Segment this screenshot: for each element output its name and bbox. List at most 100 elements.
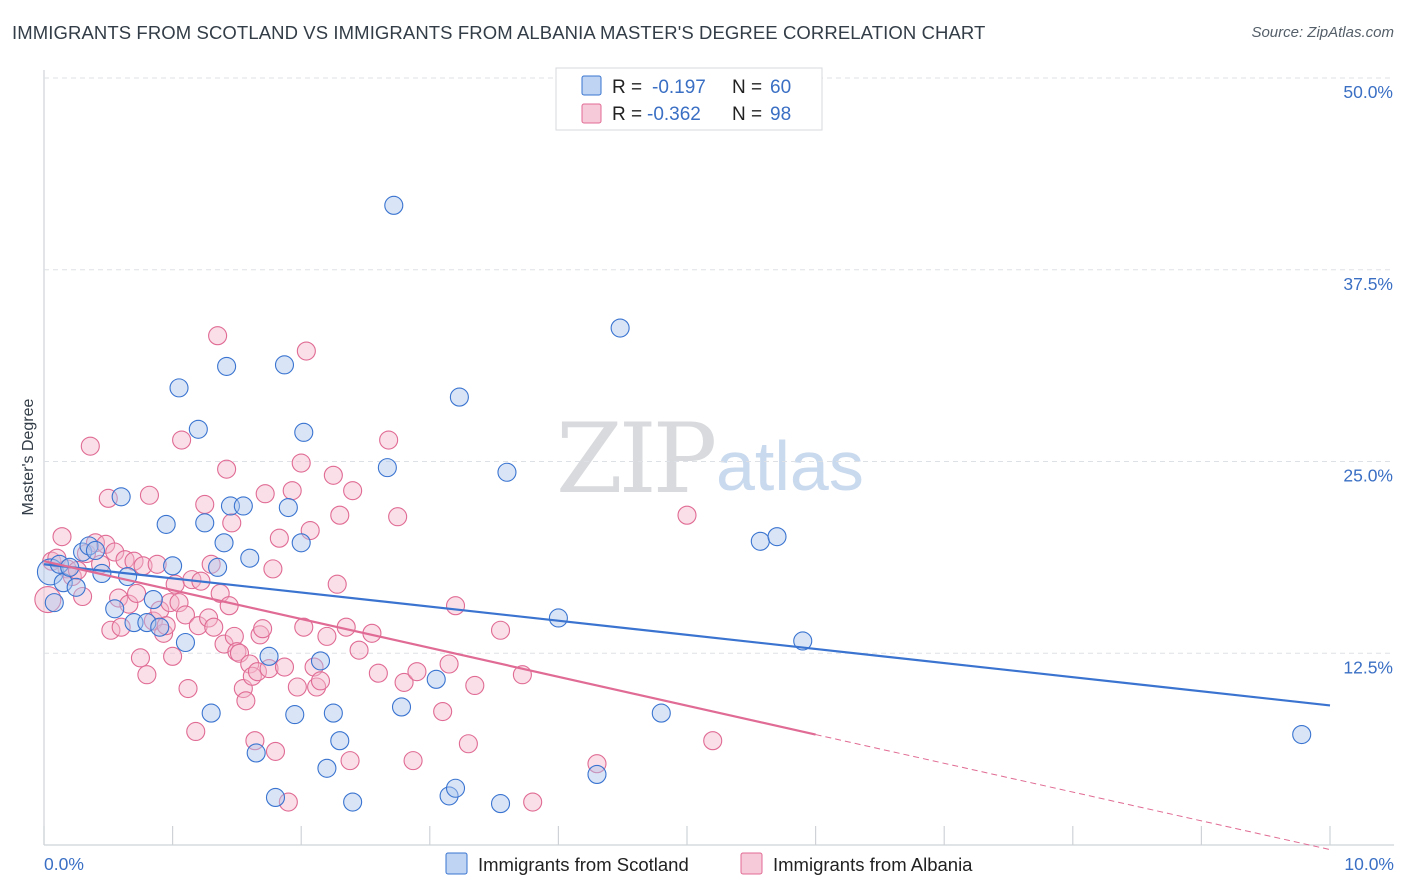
y-tick-label: 50.0% — [1343, 82, 1393, 102]
albania-point — [379, 430, 399, 450]
scotland-point — [163, 556, 183, 576]
scotland-point — [195, 513, 215, 533]
scotland-point — [240, 548, 260, 568]
scotland-point — [188, 419, 208, 439]
albania-point — [186, 721, 206, 742]
watermark-zip: ZIP — [556, 403, 715, 515]
albania-point — [368, 663, 388, 683]
albania-point — [34, 586, 62, 614]
scotland-point — [651, 703, 671, 723]
albania-point — [240, 654, 260, 674]
albania-point — [217, 459, 237, 479]
scotland-point — [111, 487, 131, 507]
scotland-point — [105, 599, 125, 619]
legend-swatch-albania — [581, 103, 602, 124]
albania-point — [137, 665, 157, 685]
albania-point — [204, 617, 224, 637]
albania-point — [263, 559, 283, 579]
legend-label-albania: Immigrants from Albania — [773, 854, 973, 875]
albania-point — [323, 465, 343, 485]
scotland-point — [439, 786, 459, 806]
albania-point — [587, 754, 607, 774]
albania-point — [340, 751, 360, 771]
legend-label-scotland: Immigrants from Scotland — [478, 854, 689, 875]
albania-point — [195, 494, 215, 515]
scotland-point — [175, 632, 196, 653]
albania-point — [105, 542, 125, 562]
scotland-point — [208, 557, 228, 577]
scotland-point — [323, 703, 343, 723]
scotland-point — [343, 792, 363, 812]
albania-point — [269, 528, 289, 548]
y-axis-label: Master's Degree — [20, 398, 37, 515]
albania-point — [291, 453, 311, 473]
legend-r-label-scotland: R = — [612, 77, 642, 98]
legend-n-label-scotland: N = — [732, 77, 762, 98]
albania-point — [294, 617, 314, 637]
scotland-point — [137, 613, 157, 633]
scotland-point — [1292, 725, 1312, 745]
albania-point — [330, 505, 350, 525]
chart-title: IMMIGRANTS FROM SCOTLAND VS IMMIGRANTS F… — [12, 22, 986, 43]
scotland-point — [497, 462, 517, 482]
albania-point — [677, 505, 697, 525]
y-tick-label: 12.5% — [1343, 657, 1393, 677]
albania-point — [282, 481, 302, 501]
series-scotland-points — [36, 195, 1312, 814]
albania-point — [388, 507, 408, 527]
scotland-point — [169, 378, 189, 398]
albania-point — [433, 701, 453, 722]
scotland-point — [793, 631, 813, 651]
albania-point — [219, 596, 239, 616]
source-label: Source: ZipAtlas.com — [1251, 24, 1394, 41]
scotland-point — [610, 318, 630, 338]
legend-n-value-albania: 98 — [770, 104, 791, 125]
scotland-point — [150, 617, 170, 637]
albania-point — [175, 605, 196, 625]
scotland-point — [44, 593, 64, 613]
legend-n-label-albania: N = — [732, 104, 762, 125]
scotland-point — [274, 355, 295, 375]
scotland-point — [391, 697, 412, 717]
y-tick-label: 37.5% — [1343, 274, 1393, 294]
albania-point — [296, 341, 316, 361]
albania-point — [523, 792, 543, 812]
albania-point — [343, 481, 363, 501]
albania-point — [169, 593, 189, 613]
albania-point — [119, 594, 139, 614]
trendlines — [43, 560, 1331, 851]
albania-point — [394, 672, 414, 692]
albania-point — [490, 620, 511, 640]
albania-point — [245, 731, 265, 751]
albania-point — [327, 574, 347, 594]
albania-point — [310, 671, 331, 691]
albania-point — [265, 741, 286, 761]
albania-point — [439, 654, 459, 674]
scotland-point — [214, 533, 234, 553]
trendline-scotland — [43, 563, 1331, 707]
trendline-albania-extrapolated — [815, 734, 1331, 851]
albania-point — [222, 513, 242, 533]
albania-point — [465, 675, 485, 696]
scotland-point — [217, 356, 237, 376]
albania-point — [349, 640, 369, 660]
albania-point — [208, 326, 228, 346]
scotland-point — [156, 514, 176, 534]
series-legend: Immigrants from Scotland Immigrants from… — [445, 852, 973, 875]
albania-point — [130, 648, 150, 668]
scotland-point — [445, 778, 466, 798]
albania-point — [274, 657, 295, 677]
albania-point — [407, 662, 427, 682]
albania-point — [127, 583, 147, 603]
scotland-point — [548, 608, 568, 628]
scotland-point — [285, 705, 305, 725]
albania-point — [255, 484, 275, 504]
albania-point — [111, 617, 131, 637]
scotland-point — [143, 590, 163, 610]
x-tick-label-max: 10.0% — [1344, 854, 1394, 874]
scotland-point — [384, 195, 404, 215]
y-tick-label: 25.0% — [1343, 466, 1393, 486]
albania-point — [109, 588, 129, 608]
scotland-point — [66, 577, 86, 597]
scotland-point — [265, 787, 286, 807]
